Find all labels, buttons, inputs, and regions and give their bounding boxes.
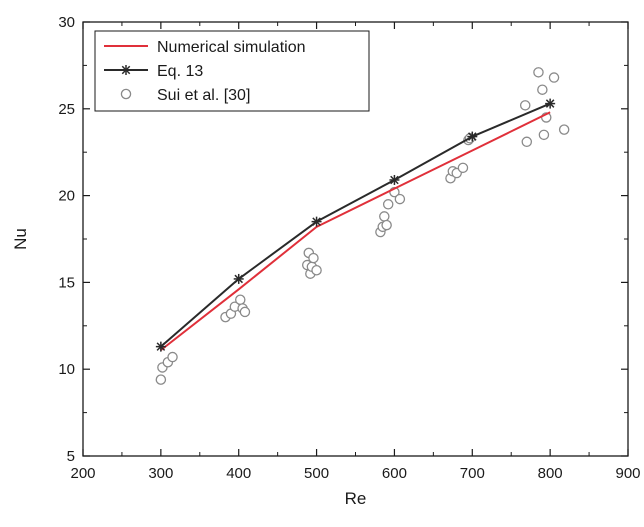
x-tick-label: 900 [615,465,640,482]
legend: Numerical simulation Eq. 13 Sui et al. [30… [95,31,369,111]
legend-label: Numerical simulation [157,39,306,56]
sui-data-point [380,212,389,221]
eq13-point [312,217,322,227]
y-tick-label: 25 [58,101,75,118]
legend-star-marker [121,65,131,75]
legend-circle-marker [121,89,130,98]
sui-data-point [522,137,531,146]
numerical-simulation-line [161,112,550,350]
series-layer [156,68,569,384]
eq13-point [389,175,399,185]
y-tick-label: 20 [58,188,75,205]
y-tick-label: 5 [67,448,75,465]
series-open-circle [156,68,569,384]
x-tick-label: 700 [460,465,485,482]
eq13-point [156,342,166,352]
sui-data-point [534,68,543,77]
series-line [161,112,550,350]
sui-data-point [521,101,530,110]
x-tick-label: 600 [382,465,407,482]
sui-data-point [560,125,569,134]
sui-data-point [384,200,393,209]
y-tick-label: 30 [58,14,75,31]
sui-data-point [156,375,165,384]
eq13-point [467,132,477,142]
x-tick-label: 500 [304,465,329,482]
y-axis-label: Nu [11,228,30,250]
x-tick-label: 300 [148,465,173,482]
sui-data-point [312,266,321,275]
sui-data-point [549,73,558,82]
series-line-star [156,99,555,352]
legend-label: Sui et al. [30] [157,87,250,104]
sui-data-point [458,163,467,172]
sui-data-point [168,352,177,361]
sui-data-point [395,194,404,203]
x-tick-label: 800 [538,465,563,482]
x-axis-label: Re [345,489,367,508]
x-tick-label: 400 [226,465,251,482]
eq13-point [234,274,244,284]
x-tick-label: 200 [70,465,95,482]
sui-data-point [382,221,391,230]
sui-data-point [538,85,547,94]
sui-data-point [240,307,249,316]
y-tick-label: 15 [58,274,75,291]
sui-data-point [539,130,548,139]
y-tick-label: 10 [58,361,75,378]
sui-data-point [236,295,245,304]
sui-data-point [309,253,318,262]
legend-label: Eq. 13 [157,63,203,80]
eq13-point [545,99,555,109]
